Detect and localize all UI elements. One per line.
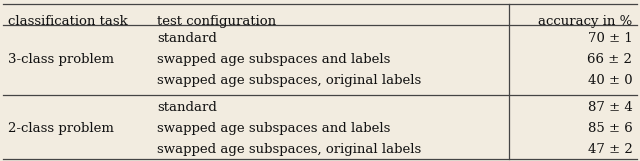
- Text: 66 ± 2: 66 ± 2: [588, 53, 632, 66]
- Text: 47 ± 2: 47 ± 2: [588, 143, 632, 156]
- Text: swapped age subspaces, original labels: swapped age subspaces, original labels: [157, 74, 421, 87]
- Text: swapped age subspaces and labels: swapped age subspaces and labels: [157, 122, 390, 135]
- Text: swapped age subspaces and labels: swapped age subspaces and labels: [157, 53, 390, 66]
- Text: 3-class problem: 3-class problem: [8, 53, 114, 66]
- Text: 87 ± 4: 87 ± 4: [588, 101, 632, 114]
- Text: standard: standard: [157, 32, 217, 45]
- Text: 85 ± 6: 85 ± 6: [588, 122, 632, 135]
- Text: 40 ± 0: 40 ± 0: [588, 74, 632, 87]
- Text: test configuration: test configuration: [157, 15, 276, 28]
- Text: accuracy in %: accuracy in %: [538, 15, 632, 28]
- Text: standard: standard: [157, 101, 217, 114]
- Text: swapped age subspaces, original labels: swapped age subspaces, original labels: [157, 143, 421, 156]
- Text: 2-class problem: 2-class problem: [8, 122, 113, 135]
- Text: 70 ± 1: 70 ± 1: [588, 32, 632, 45]
- Text: classification task: classification task: [8, 15, 127, 28]
